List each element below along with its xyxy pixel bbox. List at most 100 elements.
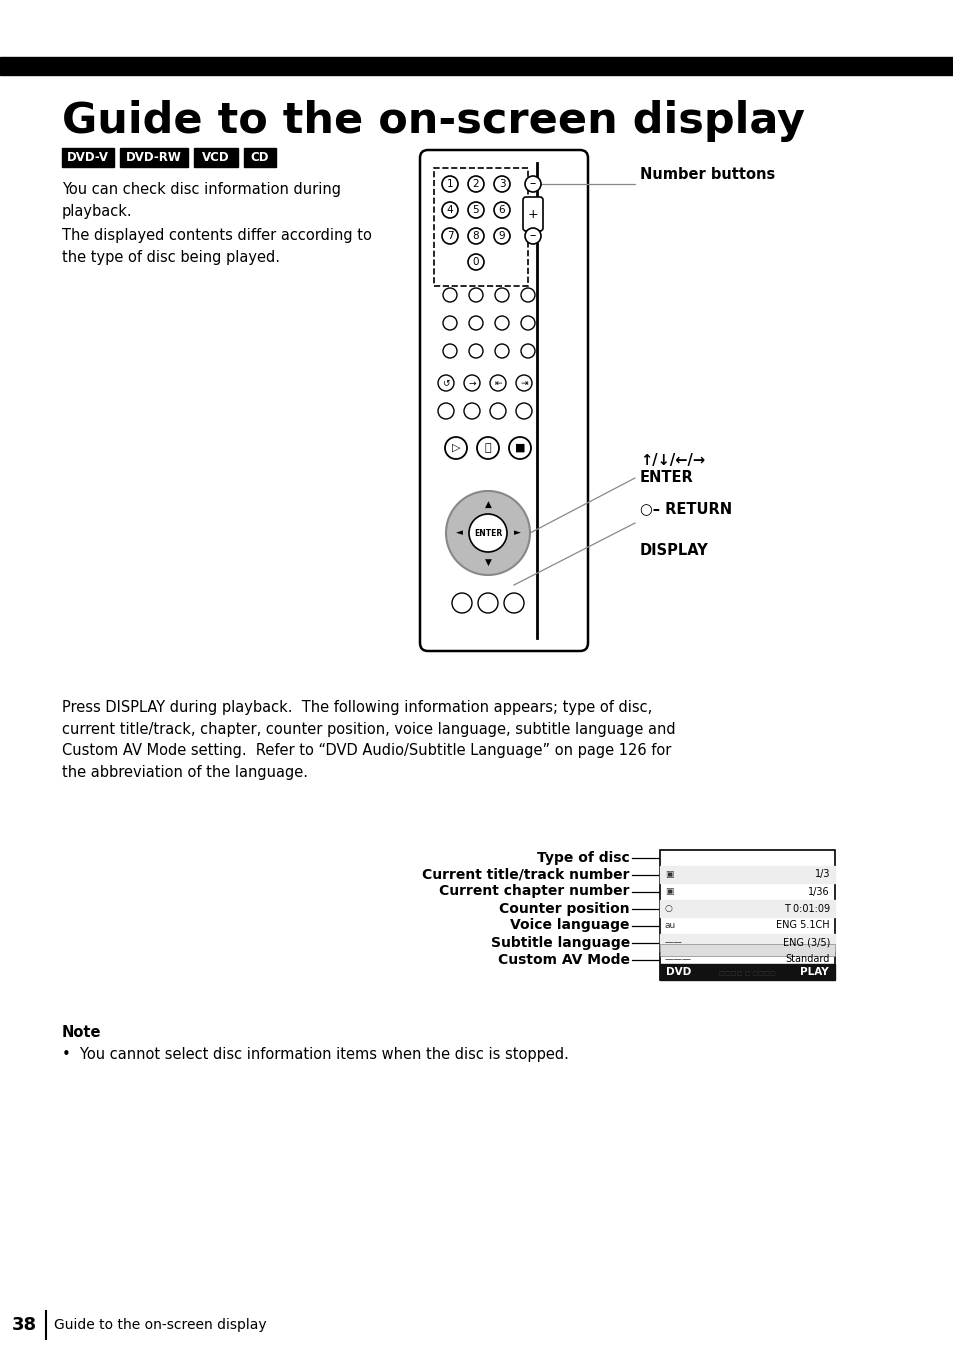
Text: Current chapter number: Current chapter number: [439, 884, 629, 899]
Text: 1/36: 1/36: [807, 887, 829, 896]
Text: Custom AV Mode: Custom AV Mode: [497, 953, 629, 967]
Bar: [120, 147, 188, 168]
Circle shape: [446, 491, 530, 575]
Circle shape: [468, 201, 483, 218]
Text: ENG (3/5): ENG (3/5): [781, 937, 829, 948]
Circle shape: [476, 437, 498, 458]
Circle shape: [494, 201, 510, 218]
Circle shape: [494, 176, 510, 192]
Circle shape: [469, 514, 506, 552]
Text: 4: 4: [446, 206, 453, 215]
Circle shape: [441, 201, 457, 218]
Bar: [244, 147, 275, 168]
Text: 6: 6: [498, 206, 505, 215]
Circle shape: [442, 316, 456, 330]
Text: DISPLAY: DISPLAY: [639, 544, 708, 558]
Circle shape: [520, 343, 535, 358]
Circle shape: [516, 403, 532, 419]
Text: The displayed contents differ according to
the type of disc being played.: The displayed contents differ according …: [62, 228, 372, 265]
Text: →: →: [468, 379, 476, 388]
Circle shape: [468, 228, 483, 243]
Text: Standard: Standard: [785, 955, 829, 964]
Text: ↑/↓/←/→: ↑/↓/←/→: [639, 453, 704, 468]
Circle shape: [524, 176, 540, 192]
Circle shape: [463, 403, 479, 419]
Circle shape: [477, 594, 497, 612]
Circle shape: [494, 228, 510, 243]
Text: ENG 5.1CH: ENG 5.1CH: [776, 921, 829, 930]
Text: –: –: [529, 177, 536, 191]
Text: ⏸: ⏸: [484, 443, 491, 453]
Text: Number buttons: Number buttons: [639, 168, 775, 183]
Circle shape: [520, 316, 535, 330]
Text: Type of disc: Type of disc: [537, 850, 629, 865]
Text: DVD: DVD: [665, 967, 691, 977]
Text: +: +: [527, 207, 537, 220]
Text: –: –: [529, 230, 536, 242]
Text: ⇥: ⇥: [519, 379, 527, 388]
Text: ▷: ▷: [452, 443, 459, 453]
Text: PLAY: PLAY: [800, 967, 828, 977]
Circle shape: [495, 343, 509, 358]
Text: Counter position: Counter position: [498, 902, 629, 915]
Circle shape: [495, 288, 509, 301]
Circle shape: [495, 316, 509, 330]
Text: CD: CD: [251, 151, 269, 164]
Circle shape: [469, 316, 482, 330]
Text: 3: 3: [498, 178, 505, 189]
Text: Subtitle language: Subtitle language: [490, 936, 629, 949]
Bar: [434, 168, 527, 287]
Text: Current title/track number: Current title/track number: [422, 868, 629, 882]
Text: 1/3: 1/3: [814, 869, 829, 880]
Text: ○: ○: [664, 904, 672, 913]
Bar: [0, 57, 953, 74]
Bar: [659, 850, 834, 980]
Text: ▣: ▣: [664, 887, 673, 896]
Text: DVD-V: DVD-V: [67, 151, 109, 164]
Circle shape: [490, 403, 505, 419]
Text: 0: 0: [473, 257, 478, 266]
Circle shape: [469, 343, 482, 358]
Text: Note: Note: [62, 1025, 101, 1040]
Circle shape: [444, 437, 467, 458]
Circle shape: [509, 437, 531, 458]
FancyBboxPatch shape: [419, 150, 587, 652]
Text: 5: 5: [472, 206, 478, 215]
Text: □□□□ □ □□□□: □□□□ □ □□□□: [719, 972, 775, 976]
Text: 38: 38: [11, 1315, 36, 1334]
Circle shape: [452, 594, 472, 612]
Text: •  You cannot select disc information items when the disc is stopped.: • You cannot select disc information ite…: [62, 1046, 568, 1063]
Text: 1: 1: [446, 178, 453, 189]
Circle shape: [520, 288, 535, 301]
Circle shape: [503, 594, 523, 612]
Text: Press DISPLAY during playback.  The following information appears; type of disc,: Press DISPLAY during playback. The follo…: [62, 700, 675, 780]
Circle shape: [516, 375, 532, 391]
Text: ↺: ↺: [442, 379, 449, 388]
Text: VCD: VCD: [202, 151, 230, 164]
Bar: [659, 944, 834, 956]
Text: ⇤: ⇤: [494, 379, 501, 388]
Circle shape: [469, 288, 482, 301]
Text: ——: ——: [664, 938, 682, 946]
Text: ○– RETURN: ○– RETURN: [639, 502, 731, 516]
Circle shape: [441, 228, 457, 243]
Text: DVD-RW: DVD-RW: [126, 151, 182, 164]
FancyBboxPatch shape: [522, 197, 542, 231]
Text: ▲: ▲: [484, 499, 491, 508]
Text: 8: 8: [472, 231, 478, 241]
Text: ▣: ▣: [664, 869, 673, 879]
Text: ———: ———: [664, 955, 691, 964]
Bar: [659, 900, 834, 917]
Circle shape: [442, 288, 456, 301]
Text: ENTER: ENTER: [639, 470, 693, 485]
Circle shape: [468, 254, 483, 270]
Circle shape: [437, 375, 454, 391]
Text: Voice language: Voice language: [510, 918, 629, 933]
Text: au: au: [664, 921, 676, 930]
Bar: [193, 147, 237, 168]
Text: 9: 9: [498, 231, 505, 241]
Text: ■: ■: [515, 443, 525, 453]
Bar: [659, 964, 834, 980]
Circle shape: [468, 176, 483, 192]
Circle shape: [442, 343, 456, 358]
